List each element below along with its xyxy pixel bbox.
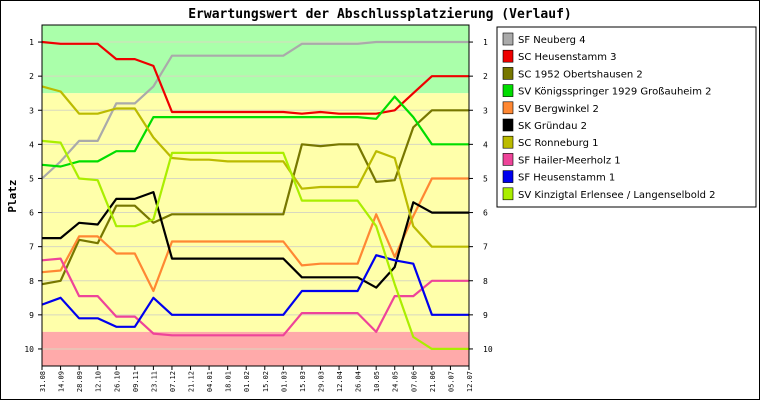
series-lines [41, 40, 469, 350]
legend-entry: SV Bergwinkel 2 [518, 104, 599, 115]
legend-swatch [502, 101, 514, 115]
x-tick-label: 01.02 [243, 371, 251, 392]
x-tick-label: 07.12 [169, 371, 177, 392]
legend-swatch [502, 67, 514, 80]
series-line-7 [41, 85, 469, 248]
y-tick-label: 5 [29, 174, 34, 183]
legend-swatch [502, 32, 514, 46]
legend-entry: SF Hailer-Meerholz 1 [518, 155, 621, 166]
y-tick-label-right: 8 [483, 277, 488, 286]
x-tick-label: 18.01 [225, 371, 233, 392]
y-tick-label-right: 9 [483, 311, 488, 320]
series-line-4 [41, 95, 469, 168]
legend-swatch [502, 84, 514, 97]
legend-entry: SC Ronneburg 1 [518, 138, 598, 149]
legend-swatch [502, 170, 514, 183]
legend-entry: SV Kinzigtal Erlensee / Langenselbold 2 [518, 190, 716, 201]
x-tick-label: 12.07 [466, 371, 474, 392]
chart-title: Erwartungswert der Abschlussplatzierung … [188, 7, 572, 22]
y-ticks-right: 1 2 3 4 5 6 7 8 9 10 [469, 38, 493, 354]
x-tick-label: 15.03 [299, 371, 307, 392]
legend-entry: SC 1952 Obertshausen 2 [518, 69, 643, 80]
legend-swatch [502, 49, 514, 63]
x-tick-label: 29.03 [317, 371, 325, 392]
y-tick-label: 1 [29, 38, 34, 47]
series-line-10 [41, 139, 469, 350]
y-tick-label: 6 [29, 209, 34, 218]
x-ticks: 31.08 14.09 28.09 12.10 26.10 09.11 23.11 07.12… [39, 366, 474, 392]
y-ticks-left: 1 2 3 4 5 6 7 8 9 10 [24, 38, 42, 354]
legend-swatch [502, 153, 514, 166]
x-tick-label: 12.10 [95, 371, 103, 392]
y-tick-label: 4 [29, 140, 34, 149]
y-axis-label: Platz [6, 179, 19, 212]
legend-entry: SF Neuberg 4 [518, 35, 586, 46]
y-tick-label-right: 10 [483, 345, 493, 354]
x-tick-label: 05.07 [447, 371, 455, 392]
x-tick-label: 09.11 [132, 371, 140, 392]
y-tick-label-right: 7 [483, 243, 488, 252]
x-tick-label: 31.08 [39, 371, 47, 392]
legend-swatch [502, 187, 514, 201]
series-line-2 [41, 40, 469, 115]
x-tick-label: 21.12 [188, 371, 196, 392]
x-tick-label: 04.01 [206, 371, 214, 392]
x-tick-label: 12.04 [336, 371, 344, 392]
y-tick-label: 3 [29, 106, 34, 115]
x-tick-label: 28.09 [76, 371, 84, 392]
y-tick-label-right: 2 [483, 72, 488, 81]
plot-border [41, 24, 470, 367]
legend-entry: SF Heusenstamm 1 [518, 173, 615, 184]
series-line-5 [41, 177, 469, 293]
series-line-9 [41, 254, 469, 328]
x-tick-label: 24.05 [392, 371, 400, 392]
y-tick-label: 2 [29, 72, 34, 81]
x-tick-label: 26.04 [355, 371, 363, 392]
y-tick-label-right: 4 [483, 140, 488, 149]
y-tick-label-right: 5 [483, 174, 488, 183]
y-tick-label: 7 [29, 243, 34, 252]
x-tick-label: 14.09 [58, 371, 66, 392]
y-tick-label-right: 3 [483, 106, 488, 115]
x-tick-label: 10.05 [373, 371, 381, 392]
y-tick-label: 10 [24, 345, 34, 354]
x-tick-label: 23.11 [150, 371, 158, 392]
band-promotion [42, 25, 469, 94]
x-tick-label: 01.03 [280, 371, 288, 392]
legend-swatch [502, 118, 514, 132]
y-tick-label-right: 6 [483, 209, 488, 218]
y-tick-label: 8 [29, 277, 34, 286]
legend-entry: SC Heusenstamm 3 [518, 52, 617, 63]
x-tick-label: 26.10 [113, 371, 121, 392]
legend-entry: SV Königsspringer 1929 Großauheim 2 [518, 87, 712, 98]
legend-swatch [502, 135, 514, 149]
y-tick-label-right: 1 [483, 38, 488, 47]
legend-box [496, 26, 757, 208]
x-tick-label: 21.06 [429, 371, 437, 392]
x-tick-label: 07.06 [410, 371, 418, 392]
legend: SF Neuberg 4 SC Heusenstamm 3 SC 1952 Ober… [496, 26, 757, 208]
series-line-6 [42, 191, 469, 289]
x-tick-label: 15.02 [262, 371, 270, 392]
y-tick-label: 9 [29, 311, 34, 320]
legend-entry: SK Gründau 2 [518, 121, 587, 132]
